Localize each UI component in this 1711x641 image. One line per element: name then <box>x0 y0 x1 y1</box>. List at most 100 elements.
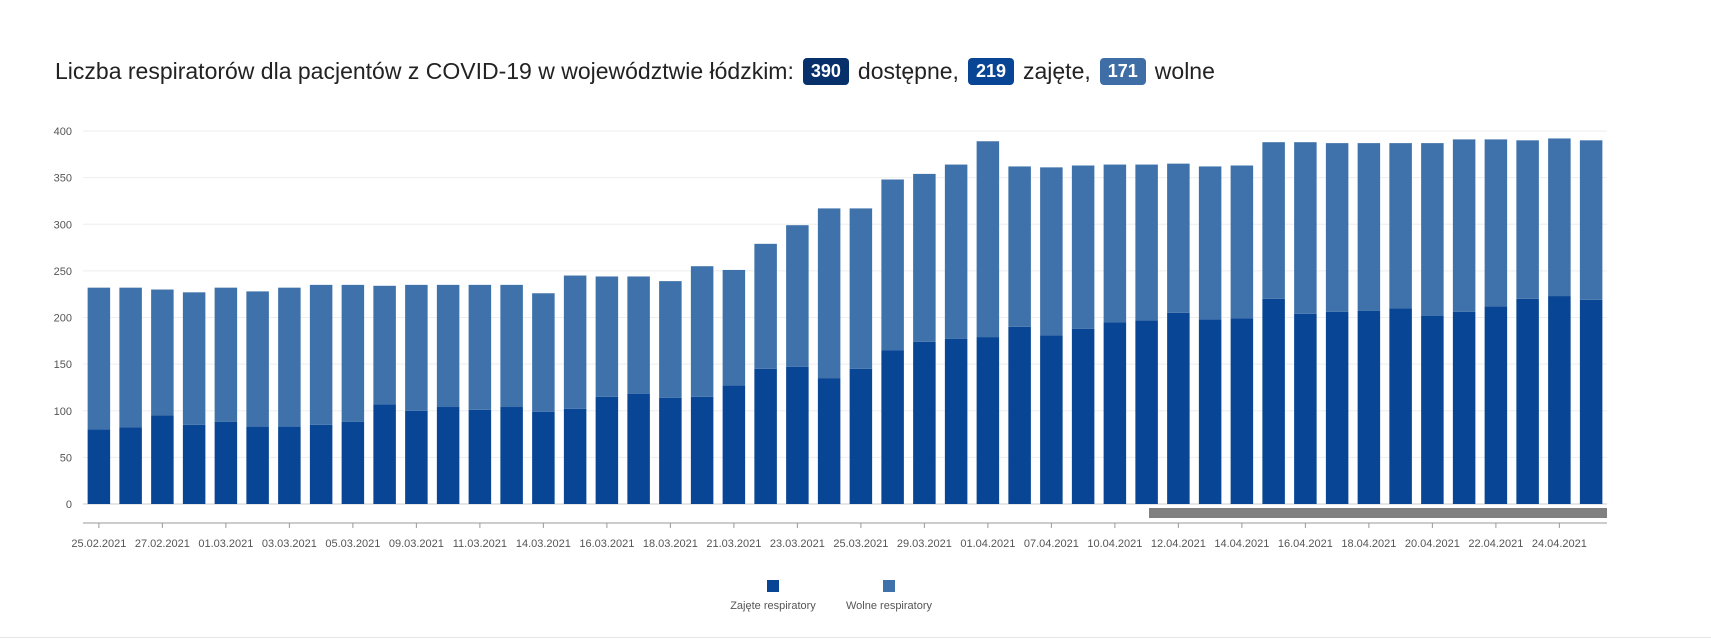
bar-free[interactable] <box>119 287 142 428</box>
bar-occupied[interactable] <box>1230 318 1254 504</box>
bar-occupied[interactable] <box>182 424 206 504</box>
bar-free[interactable] <box>373 285 396 405</box>
bar-free[interactable] <box>1198 166 1222 320</box>
bar-free[interactable] <box>690 266 714 397</box>
legend-label-free[interactable]: Wolne respiratory <box>846 600 932 612</box>
bar-free[interactable] <box>1040 167 1063 336</box>
bar-free[interactable] <box>1103 164 1127 323</box>
bar-free[interactable] <box>881 179 904 351</box>
bar-free[interactable] <box>563 275 587 409</box>
bar-occupied[interactable] <box>1452 311 1476 504</box>
bar-free[interactable] <box>1135 164 1158 321</box>
bar-occupied[interactable] <box>1040 335 1063 504</box>
bar-free[interactable] <box>722 269 746 386</box>
bar-free[interactable] <box>278 287 301 427</box>
bar-free[interactable] <box>436 284 460 408</box>
bar-occupied[interactable] <box>1357 310 1381 504</box>
bar-free[interactable] <box>246 291 269 427</box>
bar-occupied[interactable] <box>87 429 111 504</box>
bar-occupied[interactable] <box>309 424 333 504</box>
bar-free[interactable] <box>1452 139 1476 312</box>
bar-free[interactable] <box>1230 165 1254 319</box>
range-scrollbar-thumb[interactable] <box>1149 508 1607 518</box>
bar-occupied[interactable] <box>500 407 523 504</box>
bar-free[interactable] <box>87 287 111 430</box>
bar-free[interactable] <box>1484 139 1508 307</box>
bar-occupied[interactable] <box>1579 299 1603 504</box>
bar-free[interactable] <box>1071 165 1095 329</box>
bar-occupied[interactable] <box>881 350 904 504</box>
bar-free[interactable] <box>627 276 650 394</box>
bar-free[interactable] <box>659 281 682 398</box>
bar-occupied[interactable] <box>1516 298 1539 504</box>
bar-occupied[interactable] <box>690 396 714 504</box>
bar-occupied[interactable] <box>532 411 555 504</box>
bar-free[interactable] <box>309 284 333 425</box>
bar-free[interactable] <box>817 208 841 379</box>
bar-free[interactable] <box>944 164 968 339</box>
bar-occupied[interactable] <box>436 407 460 504</box>
bar-occupied[interactable] <box>1325 311 1349 504</box>
bar-free[interactable] <box>468 284 492 410</box>
bar-free[interactable] <box>1548 138 1571 297</box>
bar-free[interactable] <box>754 243 777 369</box>
bar-occupied[interactable] <box>373 404 396 504</box>
bar-free[interactable] <box>976 141 1000 338</box>
bar-occupied[interactable] <box>754 368 777 504</box>
bar-free[interactable] <box>214 287 238 422</box>
bar-occupied[interactable] <box>1484 306 1508 504</box>
bar-occupied[interactable] <box>849 368 873 504</box>
bar-occupied[interactable] <box>1294 313 1317 504</box>
bar-free[interactable] <box>1579 140 1603 300</box>
bar-occupied[interactable] <box>405 410 428 504</box>
bar-occupied[interactable] <box>1548 296 1571 504</box>
bar-occupied[interactable] <box>913 341 936 504</box>
bar-occupied[interactable] <box>278 426 301 504</box>
bar-free[interactable] <box>595 276 619 397</box>
bar-occupied[interactable] <box>151 415 174 504</box>
bar-occupied[interactable] <box>246 426 269 504</box>
bar-free[interactable] <box>151 289 174 416</box>
bar-occupied[interactable] <box>817 378 841 504</box>
bar-free[interactable] <box>786 225 809 367</box>
bar-occupied[interactable] <box>944 338 968 504</box>
bar-free[interactable] <box>1325 143 1349 312</box>
bar-occupied[interactable] <box>1262 298 1285 504</box>
bar-free[interactable] <box>1008 166 1031 327</box>
bar-occupied[interactable] <box>1389 308 1412 504</box>
legend-swatch-free[interactable] <box>883 580 895 592</box>
bar-occupied[interactable] <box>1421 315 1444 504</box>
bar-free[interactable] <box>849 208 873 369</box>
bar-free[interactable] <box>182 292 206 425</box>
bar-free[interactable] <box>1516 140 1539 299</box>
bar-occupied[interactable] <box>595 396 619 504</box>
bar-free[interactable] <box>1389 143 1412 309</box>
bar-free[interactable] <box>1357 143 1381 311</box>
bar-free[interactable] <box>1167 163 1190 313</box>
bar-occupied[interactable] <box>976 337 1000 504</box>
bar-occupied[interactable] <box>563 408 587 504</box>
bar-free[interactable] <box>532 293 555 412</box>
bar-occupied[interactable] <box>659 397 682 504</box>
legend-swatch-occupied[interactable] <box>767 580 779 592</box>
bar-free[interactable] <box>913 173 936 342</box>
bar-occupied[interactable] <box>119 427 142 504</box>
bar-occupied[interactable] <box>468 409 492 504</box>
bar-occupied[interactable] <box>1167 312 1190 504</box>
bar-occupied[interactable] <box>214 421 238 504</box>
bar-occupied[interactable] <box>786 366 809 504</box>
bar-occupied[interactable] <box>1008 326 1031 504</box>
bar-free[interactable] <box>500 284 523 408</box>
bar-occupied[interactable] <box>1135 320 1158 504</box>
legend-label-occupied[interactable]: Zajęte respiratory <box>730 600 816 612</box>
bar-occupied[interactable] <box>1103 322 1127 504</box>
bar-occupied[interactable] <box>341 421 365 504</box>
bar-occupied[interactable] <box>1198 319 1222 504</box>
bar-occupied[interactable] <box>1071 328 1095 504</box>
bar-free[interactable] <box>405 284 428 411</box>
bar-free[interactable] <box>1294 142 1317 314</box>
bar-free[interactable] <box>1262 142 1285 299</box>
bar-occupied[interactable] <box>627 393 650 504</box>
bar-occupied[interactable] <box>722 385 746 504</box>
bar-free[interactable] <box>1421 143 1444 316</box>
